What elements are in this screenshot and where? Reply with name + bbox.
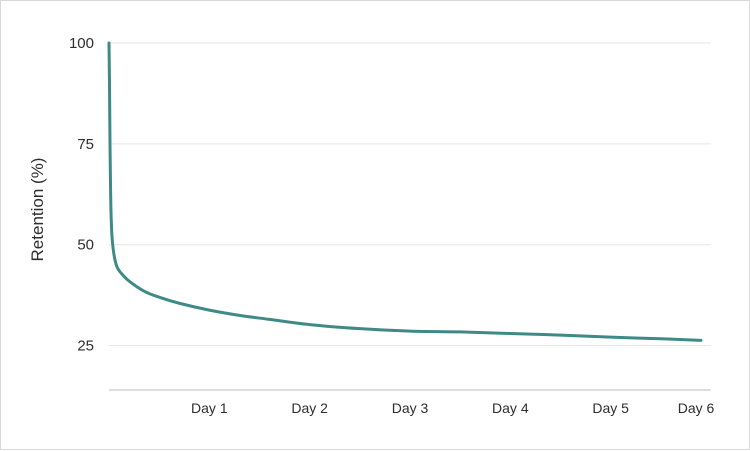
gridlines [109, 42, 711, 347]
y-axis-label: Retention (%) [28, 158, 47, 262]
y-tick-label: 100 [69, 35, 94, 52]
y-tick-label: 25 [77, 338, 94, 355]
x-tick-label: Day 1 [191, 400, 228, 416]
x-tick-label: Day 4 [492, 400, 529, 416]
y-tick-label: 75 [77, 136, 94, 153]
y-tick-label: 50 [77, 237, 94, 254]
x-tick-label: Day 3 [392, 400, 429, 416]
x-tick-label: Day 6 [678, 400, 715, 416]
x-tick-label: Day 5 [592, 400, 629, 416]
series-line-retention [107, 41, 703, 342]
x-axis-ticks: Day 1 Day 2 Day 3 Day 4 Day 5 Day 6 [191, 400, 714, 416]
x-tick-label: Day 2 [291, 400, 328, 416]
y-axis-ticks: 25 50 75 100 [69, 35, 94, 355]
